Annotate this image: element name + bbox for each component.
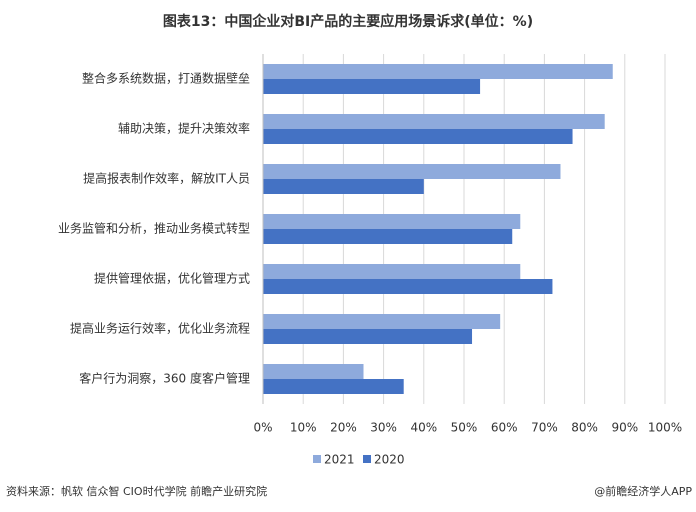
source: 资料来源：帆软 信众智 CIO时代学院 前瞻产业研究院	[6, 484, 267, 498]
y-tick-label: 辅助决策，提升决策效率	[118, 121, 250, 136]
bar	[263, 279, 553, 294]
x-tick-label: 30%	[370, 421, 397, 435]
bar	[263, 114, 605, 129]
bar	[263, 364, 364, 379]
x-tick-label: 10%	[290, 421, 317, 435]
y-tick-label: 整合多系统数据，打通数据壁垒	[82, 71, 250, 86]
bar	[263, 329, 473, 344]
y-tick-label: 提高报表制作效率，解放IT人员	[83, 171, 250, 186]
bar	[263, 314, 501, 329]
legend-swatch	[313, 455, 321, 463]
y-tick-label: 提供管理依据，优化管理方式	[94, 271, 250, 286]
bar	[263, 214, 521, 229]
x-tick-label: 0%	[253, 421, 272, 435]
bar	[263, 264, 521, 279]
x-tick-label: 80%	[571, 421, 598, 435]
y-tick-label: 客户行为洞察，360 度客户管理	[79, 371, 250, 386]
credit: @前瞻经济学人APP	[594, 484, 692, 498]
x-tick-label: 20%	[330, 421, 357, 435]
x-tick-label: 60%	[491, 421, 518, 435]
chart-title: 图表13：中国企业对BI产品的主要应用场景诉求(单位：%)	[163, 13, 533, 30]
y-tick-label: 业务监管和分析，推动业务模式转型	[58, 221, 250, 236]
x-tick-label: 50%	[451, 421, 478, 435]
legend-label: 2020	[374, 453, 405, 467]
x-tick-label: 100%	[648, 421, 682, 435]
legend-swatch	[363, 455, 371, 463]
x-tick-label: 90%	[611, 421, 638, 435]
bar	[263, 164, 561, 179]
bar	[263, 79, 481, 94]
bar	[263, 179, 424, 194]
bar	[263, 379, 404, 394]
bar	[263, 229, 513, 244]
x-tick-label: 40%	[410, 421, 437, 435]
legend-label: 2021	[324, 453, 355, 467]
y-tick-label: 提高业务运行效率，优化业务流程	[70, 321, 250, 336]
x-tick-label: 70%	[531, 421, 558, 435]
bar	[263, 129, 573, 144]
bar	[263, 64, 613, 79]
